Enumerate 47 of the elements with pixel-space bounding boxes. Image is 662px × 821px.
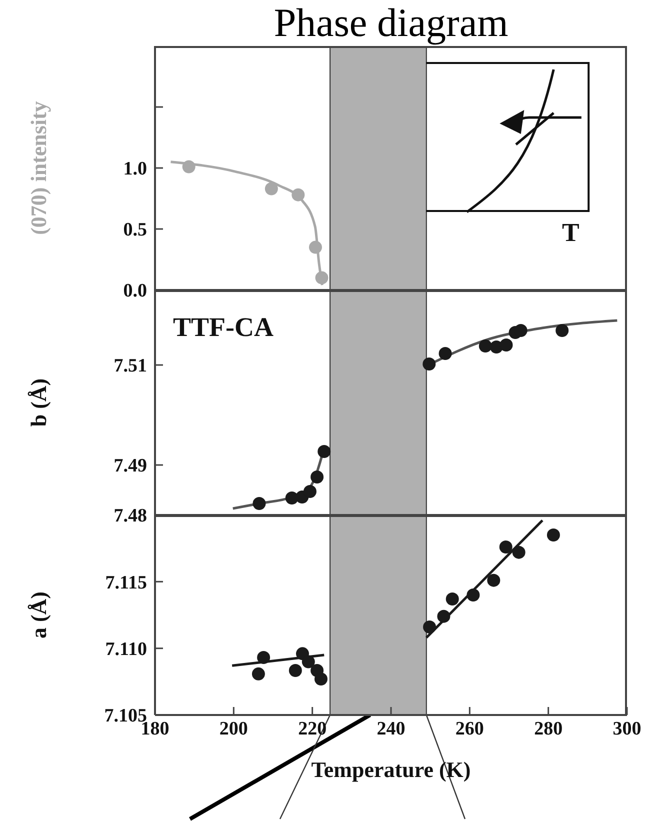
y-tick-label: 7.110 — [105, 639, 147, 660]
annotation: T — [562, 218, 580, 248]
point — [292, 188, 305, 202]
x-tick-label: 200 — [219, 718, 248, 740]
annotation: TTF-CA — [173, 312, 274, 343]
y-axis-title: a (Å) — [26, 591, 51, 639]
y-tick-label: 7.49 — [114, 456, 147, 477]
y-tick-label: 7.48 — [114, 506, 147, 527]
point — [314, 672, 328, 686]
x-tick-label: 260 — [455, 718, 484, 740]
y-axis-title: (070) intensity — [26, 101, 51, 235]
y-tick-label: 0.5 — [123, 220, 147, 241]
point — [512, 546, 526, 559]
point — [302, 655, 315, 668]
y-axis-title: b (Å) — [26, 378, 51, 427]
point — [438, 347, 452, 360]
point — [546, 528, 560, 542]
point — [500, 338, 513, 352]
y-tick-label: 7.115 — [105, 572, 147, 594]
point — [288, 664, 302, 677]
point — [423, 620, 436, 634]
x-tick-label: 280 — [534, 718, 563, 740]
point — [514, 324, 528, 337]
point — [556, 324, 569, 337]
point — [466, 588, 480, 602]
x-tick-label: 240 — [376, 718, 406, 740]
point — [487, 574, 500, 587]
point — [252, 497, 266, 510]
point — [422, 358, 436, 370]
point — [264, 182, 278, 196]
point — [437, 610, 450, 623]
point — [308, 240, 322, 254]
point — [182, 160, 196, 174]
y-tick-label: 7.51 — [114, 356, 147, 377]
point — [303, 485, 316, 498]
point — [257, 651, 270, 664]
point — [478, 340, 492, 352]
point — [499, 540, 512, 554]
point — [252, 667, 265, 680]
point — [315, 271, 328, 284]
chart-title: Phase diagram — [272, 0, 510, 46]
point — [310, 470, 324, 484]
point — [446, 592, 459, 606]
y-tick-label: 1.0 — [123, 158, 147, 180]
point — [318, 445, 331, 458]
x-tick-label: 300 — [612, 718, 642, 740]
y-tick-label: 0.0 — [123, 280, 147, 302]
